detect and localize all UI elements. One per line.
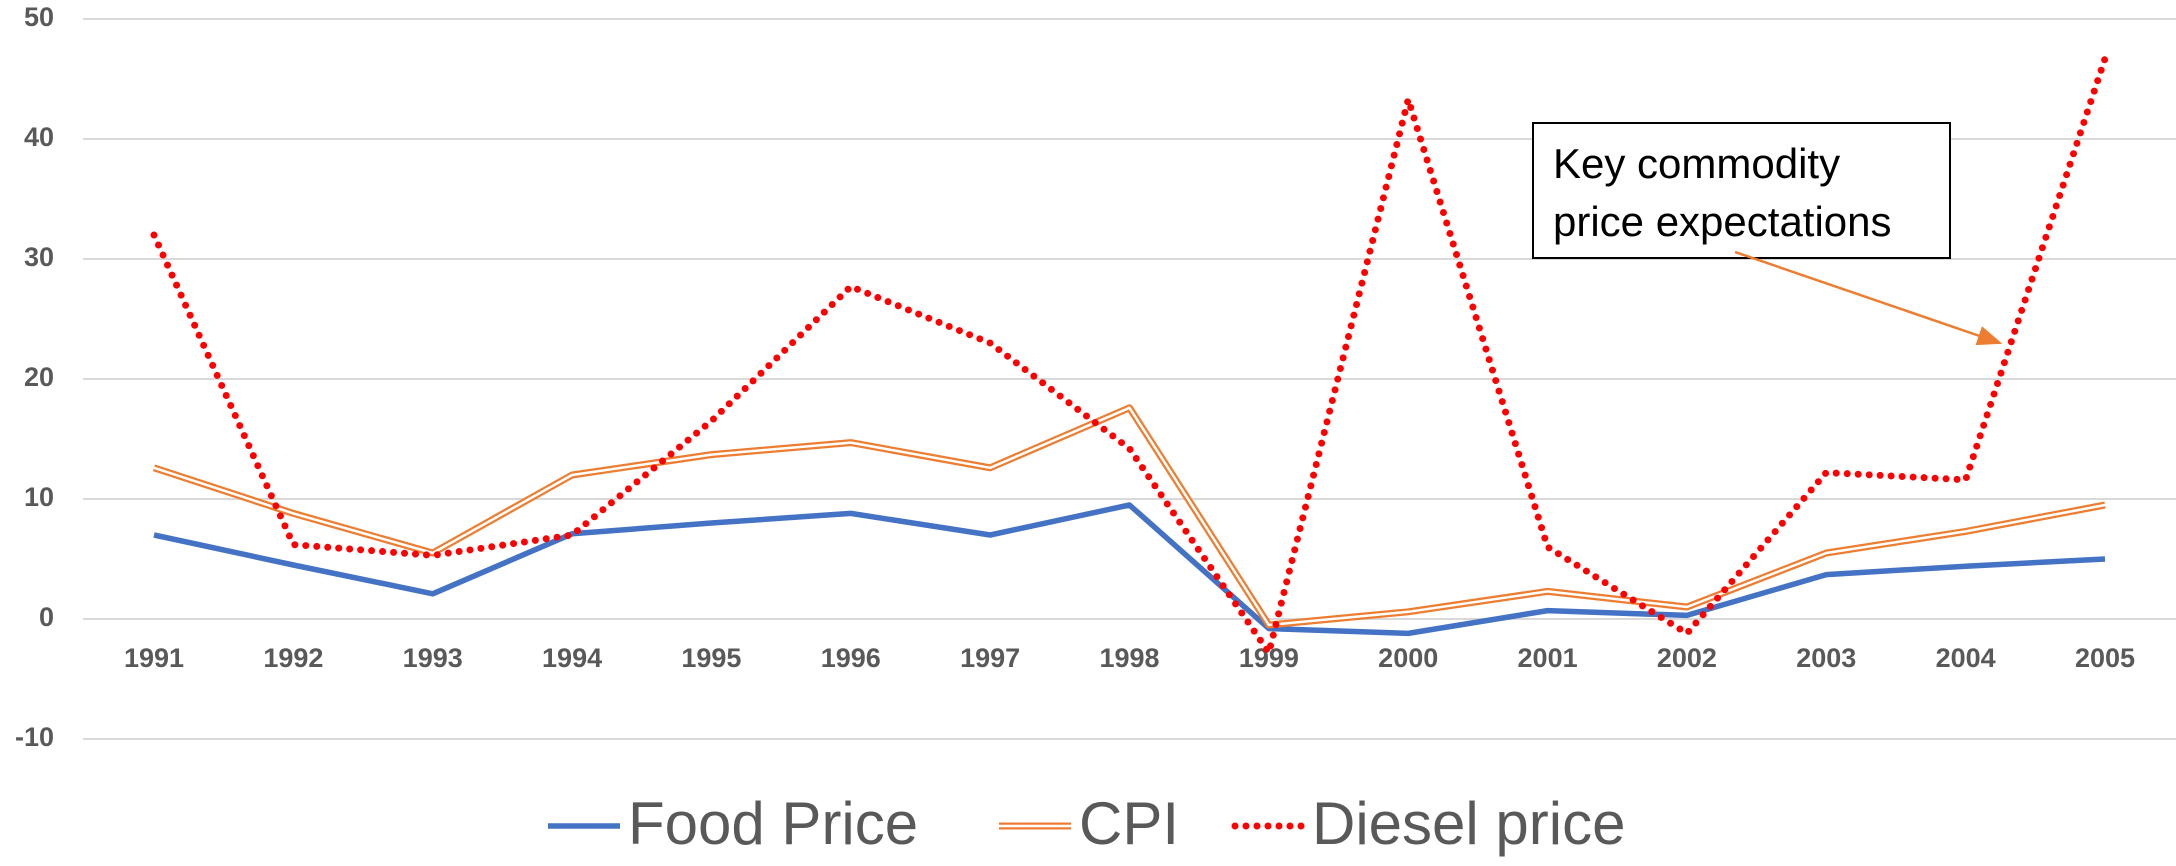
x-tick-label: 2001 (1518, 643, 1578, 673)
legend-label: CPI (1079, 790, 1179, 857)
x-tick-label: 2000 (1378, 643, 1438, 673)
x-tick-label: 1998 (1099, 643, 1159, 673)
y-tick-label: 50 (24, 2, 54, 32)
y-tick-label: 20 (24, 362, 54, 392)
x-tick-label: 2003 (1796, 643, 1856, 673)
annotation-arrow (1734, 250, 2003, 346)
line-inner (153, 406, 2106, 627)
legend-label: Diesel price (1312, 790, 1625, 857)
y-tick-label: 30 (24, 242, 54, 272)
plot: -10 0 10 20 30 40 50 1991 1992 1993 1994 1995 1996 19… (15, 2, 2176, 857)
annotation-text: price expectations (1553, 198, 1892, 245)
annotation-box (1532, 122, 1951, 259)
x-tick-label: 1993 (403, 643, 463, 673)
x-tick-label: 1994 (542, 643, 602, 673)
y-tick-label: 40 (24, 122, 54, 152)
x-tick-label: 1992 (263, 643, 323, 673)
x-tick-label: 1996 (821, 643, 881, 673)
x-tick-label: 1995 (681, 643, 741, 673)
x-tick-label: 1997 (960, 643, 1020, 673)
y-tick-label: -10 (15, 722, 54, 752)
line (153, 502, 2106, 637)
x-tick-label: 2005 (2075, 643, 2135, 673)
line (150, 55, 2109, 661)
line (152, 404, 2106, 629)
legend-label: Food Price (628, 790, 918, 857)
x-tick-label: 1991 (124, 643, 184, 673)
y-tick-label: 10 (24, 482, 54, 512)
annotation-text: Key commodity (1553, 140, 1840, 187)
x-tick-label: 2004 (1936, 643, 1996, 673)
x-tick-label: 2002 (1657, 643, 1717, 673)
y-tick-label: 0 (39, 602, 54, 632)
